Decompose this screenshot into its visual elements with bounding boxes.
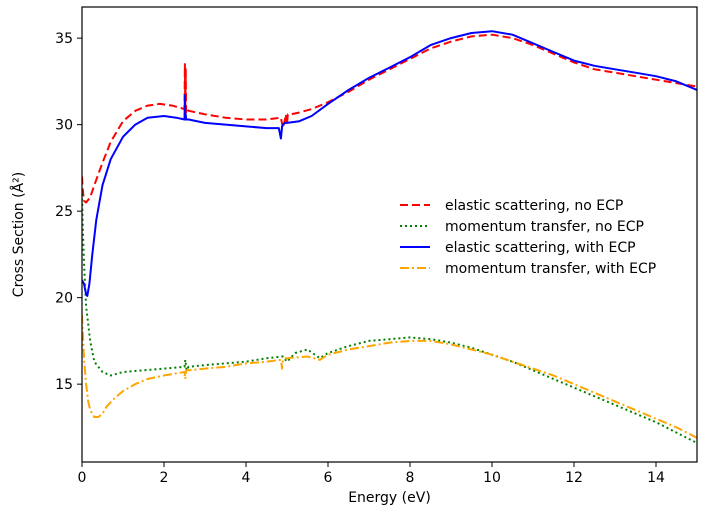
legend: elastic scattering, no ECP momentum trans… bbox=[400, 198, 656, 277]
x-tick-label: 2 bbox=[160, 470, 169, 486]
series-line-4 bbox=[82, 314, 697, 439]
legend-label: momentum transfer, no ECP bbox=[445, 219, 644, 235]
x-tick-label: 6 bbox=[324, 470, 333, 486]
series-line-1 bbox=[82, 33, 697, 204]
plot-frame bbox=[81, 6, 698, 463]
y-tick-label: 35 bbox=[55, 31, 73, 47]
x-tick-label: 4 bbox=[242, 470, 251, 486]
x-axis-ticks: 0 2 4 6 8 10 12 14 bbox=[78, 462, 665, 486]
x-tick-label: 0 bbox=[78, 470, 87, 486]
series-line-2 bbox=[82, 193, 697, 444]
x-tick-label: 8 bbox=[406, 470, 415, 486]
x-axis-label: Energy (eV) bbox=[348, 490, 431, 506]
y-tick-label: 15 bbox=[55, 377, 73, 393]
y-tick-label: 25 bbox=[55, 204, 73, 220]
series-layer bbox=[82, 30, 697, 444]
legend-label: elastic scattering, with ECP bbox=[445, 240, 636, 256]
y-axis-ticks: 15 20 25 30 35 bbox=[55, 31, 82, 393]
x-tick-label: 12 bbox=[565, 470, 583, 486]
y-tick-label: 30 bbox=[55, 118, 73, 134]
y-tick-label: 20 bbox=[55, 291, 73, 307]
legend-label: elastic scattering, no ECP bbox=[445, 198, 623, 214]
legend-label: momentum transfer, with ECP bbox=[445, 261, 656, 277]
series-line-3 bbox=[82, 30, 697, 297]
x-tick-label: 10 bbox=[483, 470, 501, 486]
x-tick-label: 14 bbox=[647, 470, 665, 486]
y-axis-label: Cross Section (Å²) bbox=[10, 172, 27, 297]
